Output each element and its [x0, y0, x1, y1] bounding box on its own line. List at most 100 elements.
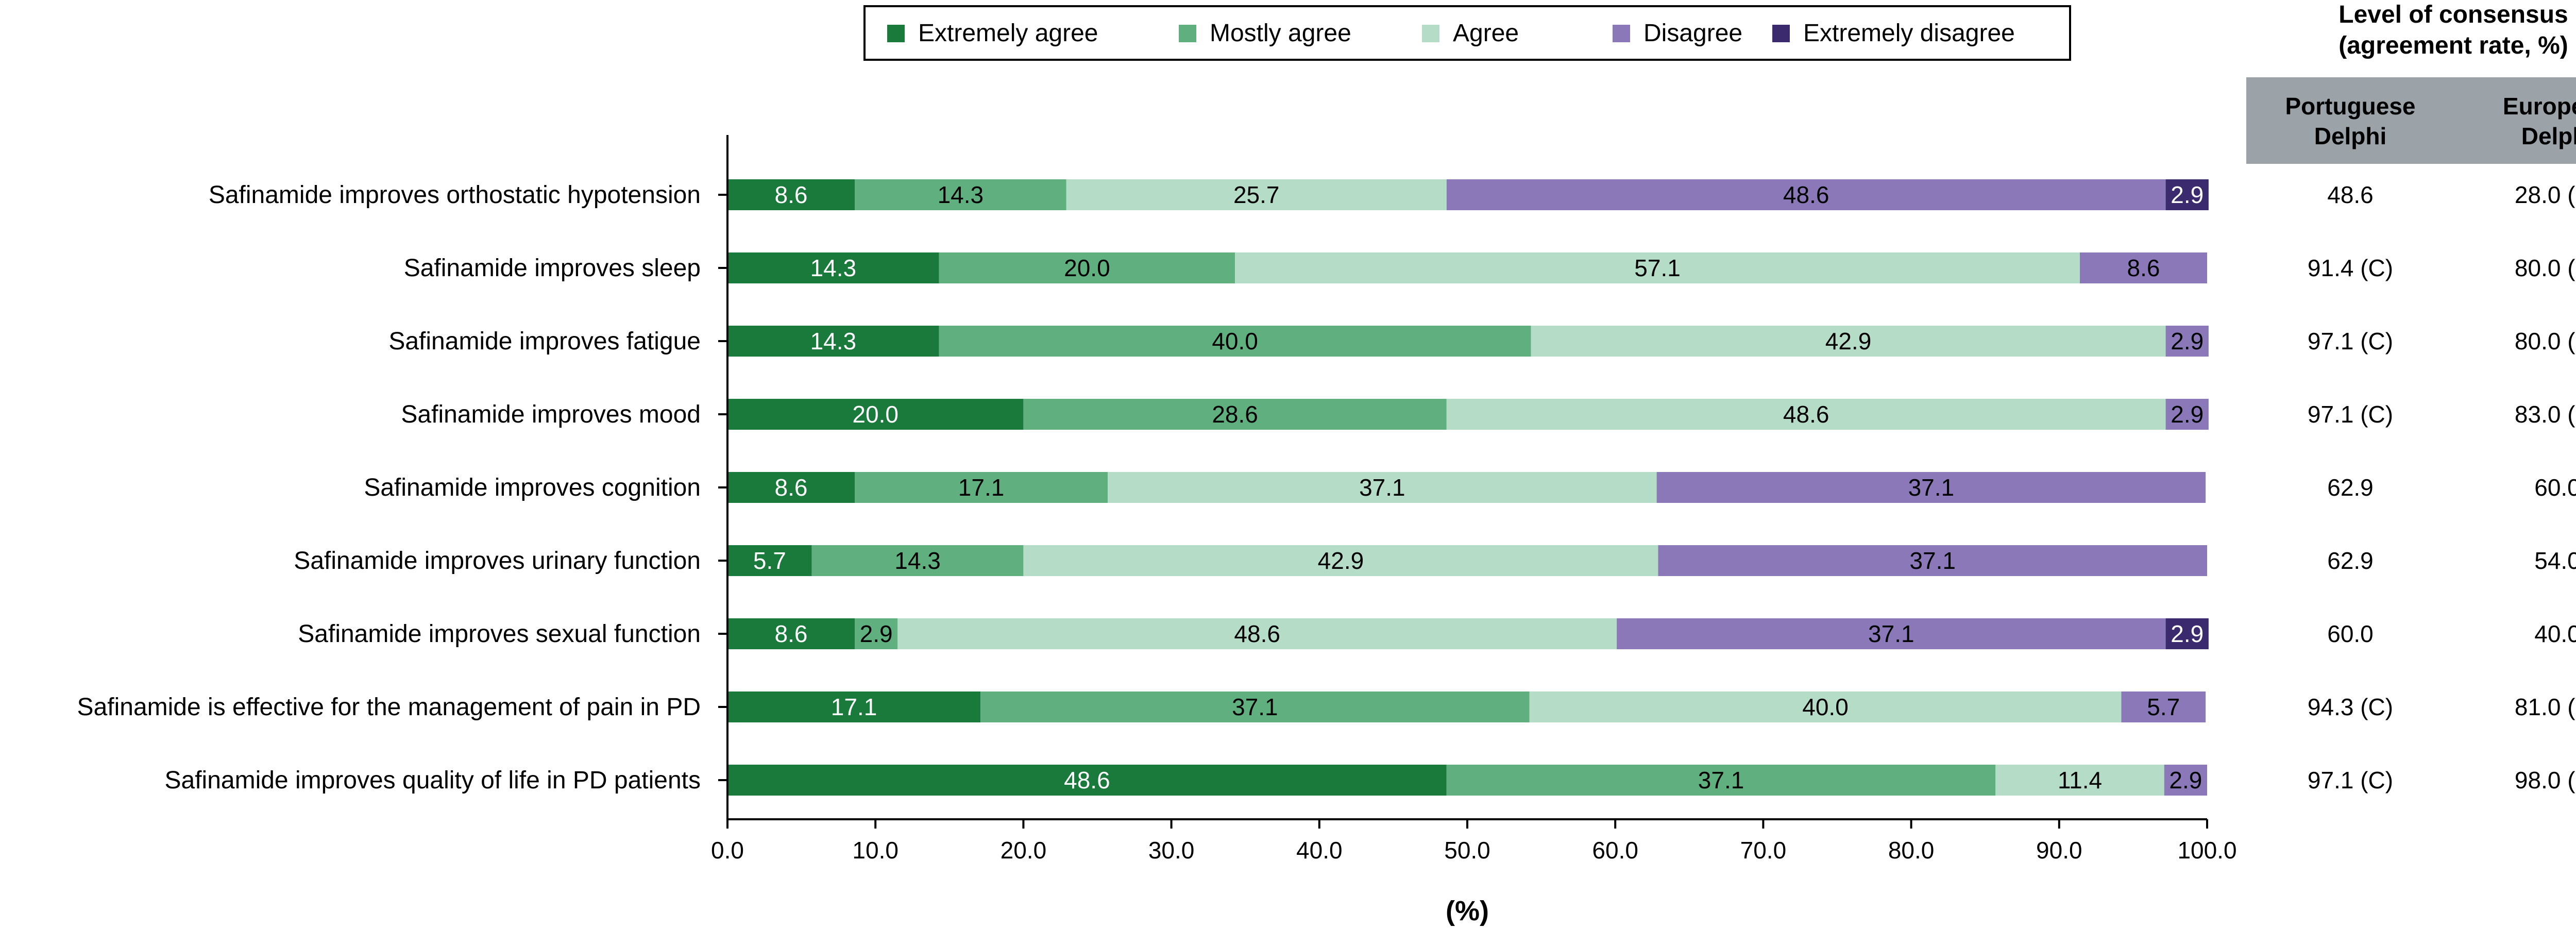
data-label: 20.0 [852, 401, 899, 428]
category-label: Safinamide is effective for the manageme… [77, 694, 701, 721]
bar-segment [897, 618, 1617, 649]
category-label: Safinamide improves sleep [404, 255, 701, 282]
bar-segment [854, 472, 1108, 503]
data-label: 2.9 [2169, 767, 2202, 794]
x-tick-label: 60.0 [1592, 837, 1638, 864]
legend-box [863, 5, 2071, 61]
data-label: 2.9 [2171, 401, 2204, 428]
bar-segment [1529, 691, 2122, 722]
bar-segment [727, 472, 855, 503]
bar-segment [1617, 618, 2166, 649]
legend-swatch [887, 25, 905, 42]
bar-segment [1446, 399, 2166, 430]
legend-swatch [1422, 25, 1439, 42]
table-cell: 60.0 [2534, 474, 2576, 501]
bar-segment [2121, 691, 2206, 722]
category-label: Safinamide improves cognition [364, 474, 701, 501]
category-label: Safinamide improves quality of life in P… [164, 767, 701, 794]
legend-swatch [1613, 25, 1630, 42]
x-tick-label: 30.0 [1148, 837, 1195, 864]
bar-segment [1446, 765, 1996, 796]
data-label: 14.3 [810, 255, 857, 281]
bar-segment [1446, 179, 2166, 210]
data-label: 11.4 [2058, 767, 2102, 794]
bar-segment [1656, 472, 2206, 503]
bar-segment [854, 179, 1066, 210]
x-tick-label: 80.0 [1888, 837, 1935, 864]
data-label: 14.3 [894, 547, 941, 574]
table-cell: 97.1 (C) [2308, 767, 2393, 794]
data-label: 25.7 [1233, 181, 1280, 208]
table-cell: 54.0 [2534, 547, 2576, 574]
table-cell: 98.0 (C) [2515, 767, 2576, 794]
data-label: 17.1 [958, 474, 1005, 501]
data-label: 40.0 [1212, 328, 1258, 355]
table-cell: 40.0 [2534, 620, 2576, 647]
bar-segment [727, 399, 1024, 430]
data-label: 48.6 [1783, 181, 1829, 208]
consensus-table: Level of consensus (agreement rate, %) P… [2246, 1, 2576, 794]
category-label: Safinamide improves urinary function [294, 547, 701, 575]
bar-segment [854, 618, 898, 649]
data-label: 5.7 [2147, 694, 2180, 720]
bar-segment [2165, 326, 2209, 357]
chart-legend: Extremely agree Mostly agree Agree Disagree… [863, 5, 2071, 61]
bar-segment [2165, 399, 2209, 430]
data-label: 2.9 [2171, 328, 2204, 355]
bar-segment [727, 326, 939, 357]
data-label: 48.6 [1064, 767, 1110, 794]
category-label: Safinamide improves orthostatic hypotens… [209, 181, 701, 209]
data-label: 20.0 [1064, 255, 1110, 281]
table-cell: 97.1 (C) [2308, 328, 2393, 355]
category-label: Safinamide improves sexual function [298, 620, 701, 648]
data-label: 5.7 [753, 547, 786, 574]
bar-segment [727, 252, 939, 283]
bar-segment [727, 618, 855, 649]
category-label: Safinamide improves mood [401, 401, 701, 428]
data-label: 48.6 [1783, 401, 1829, 428]
table-cell: 62.9 [2327, 547, 2374, 574]
table-cell: 48.6 [2327, 181, 2374, 208]
bar-segment [1023, 399, 1447, 430]
bar-segment [1658, 545, 2207, 576]
data-label: 57.1 [1634, 255, 1681, 281]
data-label: 2.9 [2171, 620, 2204, 647]
legend-label: Extremely agree [918, 20, 1098, 47]
bar-segment [2080, 252, 2207, 283]
table-cell: 80.0 (C) [2515, 255, 2576, 281]
x-axis-title: (%) [1446, 896, 1489, 926]
bar-segment [939, 252, 1235, 283]
x-tick-label: 50.0 [1444, 837, 1490, 864]
bar-segment [2165, 179, 2209, 210]
bar-segment [1995, 765, 2164, 796]
data-label: 37.1 [1909, 547, 1956, 574]
legend-label: Mostly agree [1210, 20, 1351, 47]
bar-segment [939, 326, 1531, 357]
x-tick-label: 0.0 [711, 837, 744, 864]
consensus-title-line2: (agreement rate, %) [2338, 32, 2568, 59]
table-column-header: Portuguese [2285, 93, 2415, 120]
bar-segment [727, 545, 812, 576]
legend-swatch [1179, 25, 1196, 42]
bar-segment [2165, 618, 2209, 649]
data-label: 14.3 [810, 328, 857, 355]
legend-label: Agree [1453, 20, 1519, 47]
x-tick-label: 70.0 [1740, 837, 1787, 864]
bar-segment [811, 545, 1024, 576]
data-label: 40.0 [1802, 694, 1849, 720]
data-label: 37.1 [1908, 474, 1955, 501]
data-label: 8.6 [775, 620, 808, 647]
x-axis: 0.0 10.0 20.0 30.0 40.0 50.0 60.0 70.0 80.0 90.0 1… [711, 135, 2237, 864]
data-label: 8.6 [775, 474, 808, 501]
data-label: 37.1 [1868, 620, 1914, 647]
data-label: 48.6 [1234, 620, 1280, 647]
category-labels: Safinamide improves orthostatic hypotens… [77, 181, 701, 794]
table-cell: 28.0 (C) [2515, 181, 2576, 208]
data-label: 28.6 [1212, 401, 1258, 428]
bar-segment [2164, 765, 2207, 796]
data-label: 37.1 [1698, 767, 1744, 794]
category-label: Safinamide improves fatigue [388, 328, 701, 355]
data-label: 37.1 [1232, 694, 1278, 720]
x-tick-label: 90.0 [2036, 837, 2082, 864]
